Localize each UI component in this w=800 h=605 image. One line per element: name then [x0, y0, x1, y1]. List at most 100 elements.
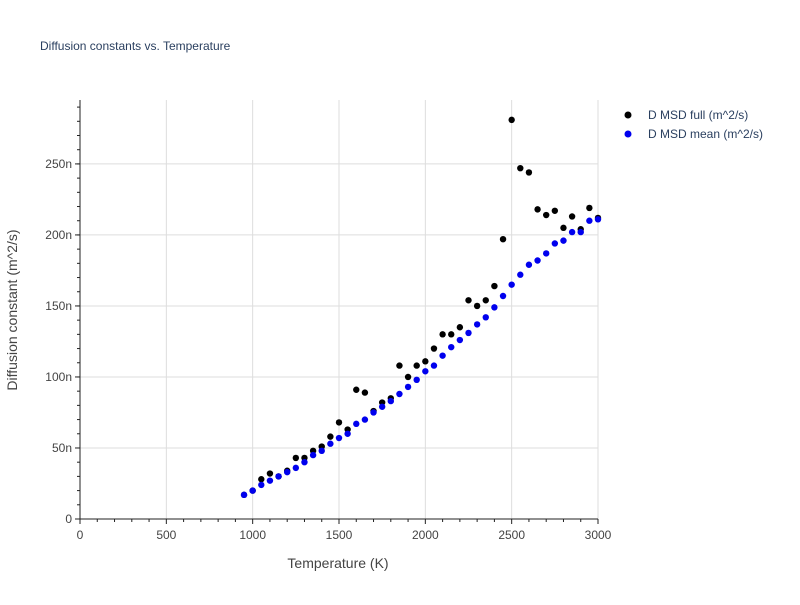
data-series	[240, 116, 602, 499]
data-point[interactable]	[482, 297, 489, 304]
data-point[interactable]	[456, 336, 464, 344]
data-point[interactable]	[292, 454, 300, 462]
y-tick-label: 0	[65, 512, 72, 526]
x-tick-label: 1000	[239, 528, 266, 542]
data-point[interactable]	[439, 352, 446, 359]
data-point[interactable]	[551, 207, 559, 214]
data-point[interactable]	[353, 420, 360, 428]
data-point[interactable]	[422, 358, 429, 365]
data-point[interactable]	[534, 257, 541, 264]
data-point[interactable]	[249, 487, 256, 494]
data-point[interactable]	[404, 373, 412, 381]
legend-label-full: D MSD full (m^2/s)	[648, 108, 748, 122]
data-point[interactable]	[309, 451, 317, 459]
series-mean	[240, 216, 602, 499]
y-tick-label: 200n	[45, 228, 72, 242]
x-tick-label: 2000	[412, 528, 439, 542]
data-point[interactable]	[525, 169, 533, 176]
data-point[interactable]	[448, 331, 455, 338]
data-point[interactable]	[240, 491, 248, 499]
data-point[interactable]	[396, 390, 403, 398]
data-point[interactable]	[543, 211, 550, 219]
data-point[interactable]	[327, 433, 334, 440]
data-point[interactable]	[266, 470, 274, 477]
data-point[interactable]	[396, 362, 403, 369]
y-tick-label: 50n	[52, 441, 72, 455]
data-point[interactable]	[465, 329, 472, 337]
data-point[interactable]	[361, 389, 369, 396]
x-tick-label: 500	[156, 528, 176, 542]
chart-title: Diffusion constants vs. Temperature	[40, 39, 231, 53]
data-point[interactable]	[508, 116, 515, 124]
data-point[interactable]	[413, 376, 420, 384]
data-point[interactable]	[456, 324, 464, 331]
data-point[interactable]	[301, 458, 308, 466]
data-point[interactable]	[353, 386, 360, 393]
legend-marker-full	[624, 111, 632, 119]
data-point[interactable]	[560, 224, 567, 232]
data-point[interactable]	[413, 362, 420, 369]
data-point[interactable]	[551, 240, 559, 247]
legend-item-mean[interactable]: D MSD mean (m^2/s)	[624, 127, 763, 141]
data-point[interactable]	[318, 447, 325, 455]
data-point[interactable]	[370, 409, 377, 416]
data-point[interactable]	[568, 213, 576, 220]
gridlines	[80, 100, 599, 519]
data-point[interactable]	[335, 434, 343, 442]
data-point[interactable]	[525, 261, 533, 268]
x-tick-label: 3000	[585, 528, 612, 542]
y-axis-title: Diffusion constant (m^2/s)	[4, 229, 20, 390]
data-point[interactable]	[387, 397, 394, 405]
data-point[interactable]	[568, 228, 576, 236]
data-point[interactable]	[491, 304, 498, 311]
data-point[interactable]	[482, 314, 489, 321]
legend-marker-mean	[624, 130, 632, 138]
y-tick-label: 150n	[45, 299, 72, 313]
data-point[interactable]	[508, 281, 515, 288]
data-point[interactable]	[266, 477, 274, 484]
data-point[interactable]	[284, 468, 291, 476]
data-point[interactable]	[258, 481, 265, 489]
legend-item-full[interactable]: D MSD full (m^2/s)	[624, 108, 749, 122]
data-point[interactable]	[275, 473, 282, 480]
data-point[interactable]	[473, 321, 481, 328]
data-point[interactable]	[361, 416, 369, 423]
data-point[interactable]	[473, 302, 481, 310]
data-point[interactable]	[560, 237, 567, 244]
data-point[interactable]	[292, 464, 300, 472]
data-point[interactable]	[465, 297, 472, 304]
data-point[interactable]	[335, 419, 343, 426]
data-point[interactable]	[439, 331, 446, 338]
data-point[interactable]	[344, 430, 351, 437]
data-point[interactable]	[517, 164, 524, 172]
data-point[interactable]	[430, 362, 438, 369]
x-tick-label: 1500	[326, 528, 353, 542]
legend: D MSD full (m^2/s) D MSD mean (m^2/s)	[624, 108, 763, 141]
legend-label-mean: D MSD mean (m^2/s)	[648, 127, 763, 141]
data-point[interactable]	[586, 217, 593, 224]
data-point[interactable]	[594, 216, 602, 223]
data-point[interactable]	[258, 476, 265, 483]
axes: 0 500 1000 1500 2000 2500 3000 0 50n 100n 150n 200n…	[45, 100, 612, 542]
data-point[interactable]	[430, 345, 438, 352]
data-point[interactable]	[543, 250, 550, 257]
data-point[interactable]	[491, 282, 498, 290]
data-point[interactable]	[517, 271, 524, 278]
x-tick-label: 2500	[498, 528, 525, 542]
y-tick-label: 250n	[45, 157, 72, 171]
data-point[interactable]	[586, 204, 593, 212]
data-point[interactable]	[404, 383, 412, 391]
x-tick-label: 0	[77, 528, 84, 542]
data-point[interactable]	[448, 343, 455, 351]
data-point[interactable]	[499, 292, 507, 300]
data-point[interactable]	[327, 440, 334, 447]
data-point[interactable]	[378, 403, 386, 410]
data-point[interactable]	[534, 206, 541, 213]
data-point[interactable]	[577, 228, 584, 236]
series-full	[240, 116, 602, 499]
data-point[interactable]	[422, 368, 429, 375]
data-point[interactable]	[499, 235, 507, 243]
